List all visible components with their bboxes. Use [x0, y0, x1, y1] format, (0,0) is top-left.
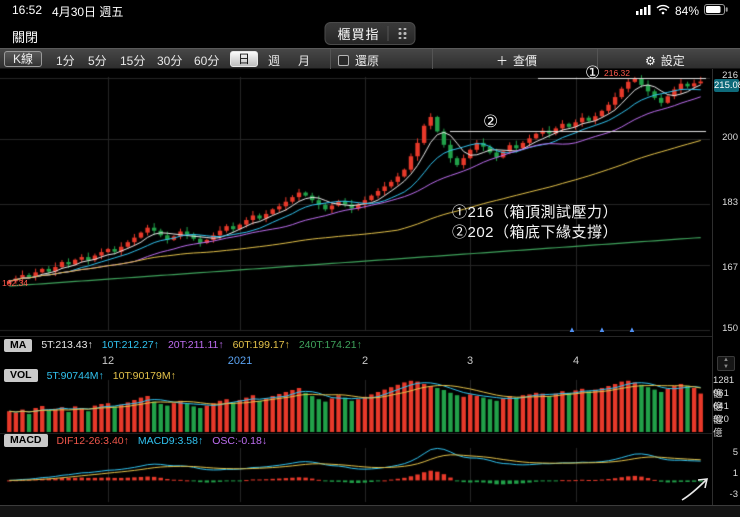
symbol-name: 櫃買指	[337, 27, 380, 42]
vol10-value: 10T:90179M↑	[112, 369, 176, 382]
close-button[interactable]: 關閉	[12, 30, 39, 45]
x-label-year: 2021	[227, 355, 253, 367]
x-label-mar: 3	[466, 355, 474, 367]
macd-label-1: 1	[732, 468, 738, 479]
timeframe-30min[interactable]: 30分	[157, 54, 183, 68]
price-query-button[interactable]: ＋ 查價	[496, 52, 537, 69]
timeframe-60min[interactable]: 60分	[194, 54, 220, 68]
y-label-183: 183	[722, 197, 738, 208]
vol-label-320: 320億	[713, 414, 729, 439]
event-marker-icon: ▲	[628, 325, 636, 334]
ma5-value: 5T:213.43↑	[41, 339, 93, 351]
vol-label-1281: 1281億	[713, 375, 735, 400]
timeframe-month[interactable]: 月	[298, 54, 311, 68]
vol-chip[interactable]: VOL	[4, 369, 38, 382]
toolbar: K線 1分 5分 15分 30分 60分 日 週 月 還原 ＋ 查價 ⚙ 設定	[0, 48, 740, 70]
pill-divider	[387, 26, 389, 41]
ma240-value: 240T:174.21↑	[298, 339, 362, 351]
x-label-apr: 4	[572, 355, 580, 367]
y-label-200: 200	[722, 132, 738, 143]
timeframe-day-selected[interactable]: 日	[230, 51, 259, 67]
x-label-feb: 2	[361, 355, 369, 367]
timeframe-1min[interactable]: 1分	[56, 54, 75, 68]
bottom-bar	[0, 505, 740, 517]
annotation-circle-1: ①	[585, 63, 601, 82]
status-bar: 16:52 4月30日 週五 84%	[0, 0, 740, 22]
annotation-text: ①216（箱頂測試壓力） ②202（箱底下緣支撐）	[452, 203, 618, 243]
toolbar-divider	[597, 49, 598, 70]
timeframe-15min[interactable]: 15分	[120, 54, 146, 68]
annotation-line-2: ②202（箱底下緣支撐）	[452, 224, 619, 241]
arrow-annotation-icon	[678, 472, 714, 509]
battery-percent: 84%	[674, 4, 699, 18]
restore-toggle[interactable]: 還原	[338, 52, 379, 69]
volume-indicator-row: VOL 5T:90744M↑ 10T:90179M↑	[0, 369, 712, 382]
dif-value: DIF12-26:3.40↑	[56, 434, 129, 447]
restore-label: 還原	[355, 54, 380, 68]
event-marker-icon: ▲	[598, 325, 606, 334]
x-label-dec: 12	[101, 355, 115, 367]
ma-indicator-row: MA 5T:213.43↑ 10T:212.27↑ 20T:211.11↑ 60…	[0, 336, 712, 353]
current-price-badge: 215.08	[714, 79, 740, 92]
gear-icon: ⚙	[645, 53, 656, 68]
annotation-circle-2: ②	[483, 112, 499, 131]
status-date: 4月30日 週五	[52, 4, 124, 19]
drag-handle-icon[interactable]	[397, 26, 409, 42]
wifi-icon	[656, 4, 670, 18]
high-price-label: 216.32	[604, 68, 630, 78]
annotation-line-1: ①216（箱頂測試壓力）	[452, 204, 619, 221]
event-marker-icon: ▲	[568, 325, 576, 334]
query-label: 查價	[513, 54, 538, 68]
chart-scroll-buttons[interactable]: ▲ ▼	[717, 356, 735, 371]
ma10-value: 10T:212.27↑	[101, 339, 159, 351]
macd-label-5: 5	[732, 447, 738, 458]
vol5-value: 5T:90744M↑	[46, 369, 104, 382]
plus-icon: ＋	[496, 54, 509, 68]
y-label-216: 216	[722, 70, 738, 81]
y-label-167: 167	[722, 262, 738, 273]
price-axis: 216 215.08 200 183 167 150 ▲▼ 1281億 961億…	[712, 69, 740, 505]
low-price-label: 162.34	[2, 278, 28, 288]
settings-label: 設定	[660, 54, 685, 68]
macd-chip[interactable]: MACD	[4, 434, 48, 447]
ma60-value: 60T:199.17↑	[232, 339, 290, 351]
toolbar-divider	[330, 49, 331, 70]
ma-chip[interactable]: MA	[4, 338, 33, 352]
kline-type-button[interactable]: K線	[4, 51, 43, 67]
settings-button[interactable]: ⚙ 設定	[645, 52, 685, 69]
status-time: 16:52	[12, 2, 43, 17]
macd-indicator-row: MACD DIF12-26:3.40↑ MACD9:3.58↑ OSC:-0.1…	[0, 433, 712, 447]
timeframe-5min[interactable]: 5分	[88, 54, 107, 68]
y-label-150: 150	[722, 323, 738, 334]
cellular-icon	[635, 4, 651, 18]
vol-label-961: 961億	[713, 388, 729, 413]
symbol-selector[interactable]: 櫃買指	[324, 22, 416, 45]
chart-area: 162.34 216.32 ① ② ①216（箱頂測試壓力） ②202（箱底下緣…	[0, 63, 712, 505]
battery-icon	[704, 4, 728, 18]
vol-label-641: 641億	[713, 401, 729, 426]
ma20-value: 20T:211.11↑	[167, 339, 224, 351]
macd9-value: MACD9:3.58↑	[137, 434, 204, 447]
nav-bar: 關閉 櫃買指	[0, 22, 740, 48]
osc-value: OSC:-0.18↓	[212, 434, 268, 447]
price-chart-canvas[interactable]	[0, 69, 712, 505]
timeframe-week[interactable]: 週	[268, 54, 281, 68]
toolbar-divider	[432, 49, 433, 70]
checkbox-icon[interactable]	[338, 55, 349, 66]
macd-label-m3: -3	[729, 489, 738, 500]
x-axis-row: 12 2021 2 3 4	[0, 353, 712, 369]
